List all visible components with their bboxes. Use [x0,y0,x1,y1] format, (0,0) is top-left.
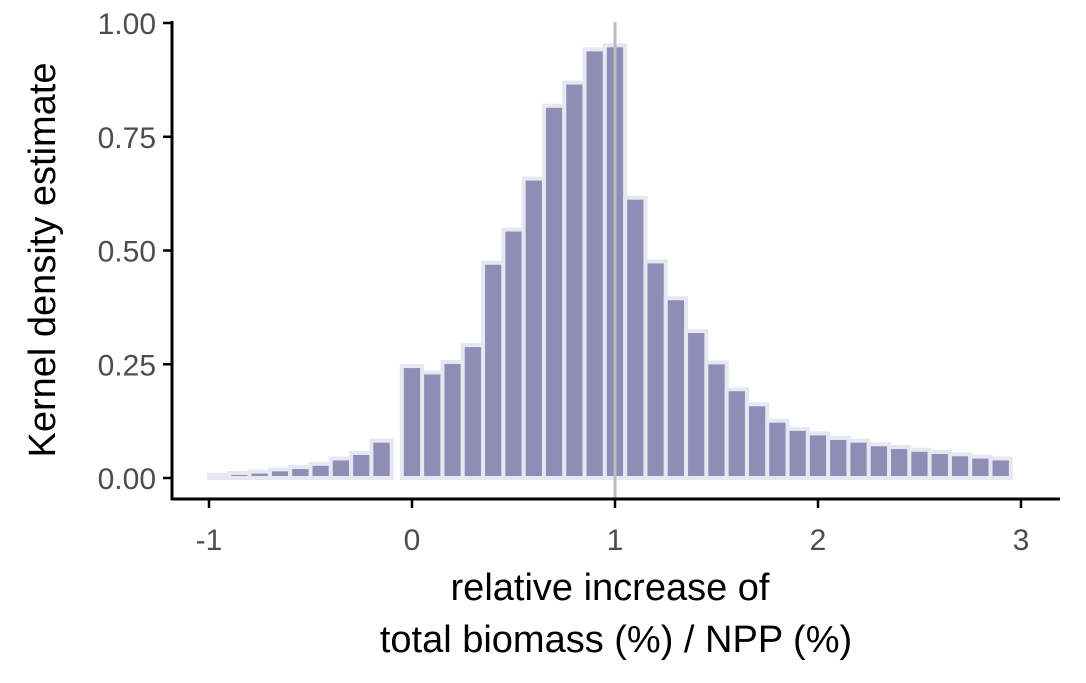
bar-35 [927,450,952,480]
bar-15 [521,176,546,481]
bar-17 [562,80,587,481]
bar-28 [785,426,810,480]
bar-8 [369,438,394,481]
bar-26 [744,402,770,481]
bar-21 [643,259,668,481]
bar-23 [684,329,709,480]
y-ticks-group: 0.00 0.25 0.50 0.75 1.00 [98,8,172,496]
x-ticks-group: -1 0 1 2 3 [196,499,1030,557]
x-axis-title-line-2: total biomass (%) / NPP (%) [380,619,852,661]
bar-1 [227,471,252,480]
bar-31 [846,438,871,481]
bar-0 [207,472,232,480]
x-tick-label-0: -1 [196,524,223,557]
x-tick-label-4: 3 [1013,524,1030,557]
y-tick-label-1: 0.25 [98,349,156,382]
bar-3 [267,467,293,480]
bar-36 [947,452,973,480]
bar-9 [399,364,425,481]
bar-4 [288,465,313,480]
bar-33 [887,445,912,480]
bar-11 [440,359,465,481]
bar-13 [481,260,506,481]
bar-25 [724,387,749,480]
axes-group: 0.00 0.25 0.50 0.75 1.00 -1 0 1 2 3 [98,8,1060,557]
bars-group [207,43,1013,481]
y-tick-label-3: 0.75 [98,122,156,155]
bar-5 [308,461,333,481]
bar-34 [907,447,932,481]
bar-6 [328,456,354,481]
y-tick-label-4: 1.00 [98,8,156,41]
bar-32 [866,442,892,480]
bar-20 [623,195,648,480]
x-tick-label-2: 1 [607,524,624,557]
bar-14 [501,227,526,480]
bar-29 [805,431,831,481]
y-tick-label-2: 0.50 [98,236,156,269]
bar-12 [460,343,486,481]
bar-16 [541,103,567,480]
y-axis-title: Kernel density estimate [22,63,64,458]
bar-7 [349,450,374,481]
bar-22 [663,296,689,480]
bar-27 [765,418,790,481]
x-tick-label-3: 2 [810,524,827,557]
y-tick-label-0: 0.00 [98,463,156,496]
bar-2 [247,469,272,481]
bar-24 [704,360,729,480]
bar-18 [582,47,607,480]
bar-38 [988,456,1013,481]
bar-30 [826,435,851,480]
bar-37 [968,454,993,480]
bar-10 [420,370,445,480]
x-tick-label-1: 0 [404,524,421,557]
x-axis-title-line-1: relative increase of [451,567,770,609]
